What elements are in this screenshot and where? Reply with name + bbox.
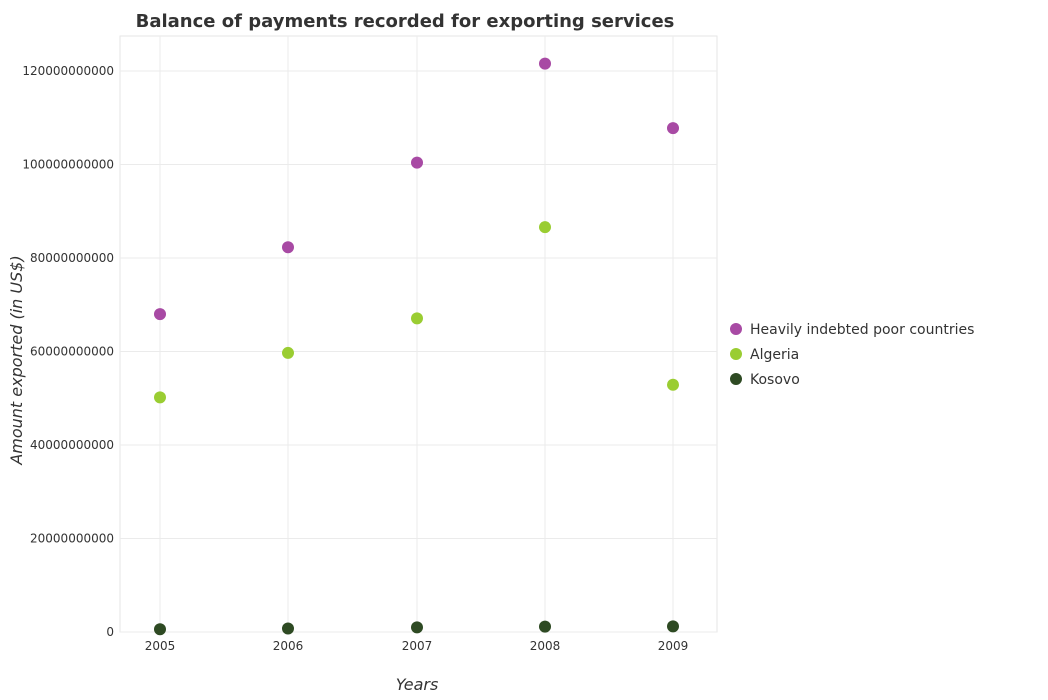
x-axis-label: Years <box>396 675 439 694</box>
legend: Heavily indebted poor countries Algeria Ko… <box>730 322 974 388</box>
y-tick-label: 60000000000 <box>30 345 114 359</box>
x-tick-label: 2005 <box>145 639 176 653</box>
x-tick-label: 2009 <box>658 639 689 653</box>
data-point <box>411 156 423 169</box>
legend-marker <box>730 373 742 385</box>
data-point <box>411 621 423 634</box>
y-tick-label: 40000000000 <box>30 438 114 452</box>
data-point <box>282 241 294 254</box>
y-axis-label: Amount exported (in US$) <box>7 255 26 465</box>
data-point <box>282 622 294 635</box>
data-point <box>539 57 551 70</box>
data-point <box>539 620 551 633</box>
legend-marker <box>730 323 742 335</box>
data-point <box>154 308 166 321</box>
data-point <box>667 378 679 391</box>
data-point <box>539 221 551 234</box>
x-tick-label: 2007 <box>402 639 433 653</box>
plot-frame <box>119 35 718 633</box>
y-tick-label: 0 <box>106 625 114 639</box>
data-point <box>667 122 679 135</box>
legend-label: Kosovo <box>750 372 800 388</box>
data-point <box>154 391 166 404</box>
y-tick-label: 80000000000 <box>30 251 114 265</box>
y-tick-label: 100000000000 <box>22 158 114 172</box>
data-point <box>154 623 166 636</box>
axes: 0 20000000000 40000000000 60000000000 800000… <box>22 64 688 653</box>
legend-label: Algeria <box>750 347 799 363</box>
data-points <box>154 57 679 636</box>
y-tick-label: 120000000000 <box>22 64 114 78</box>
data-point <box>411 312 423 325</box>
data-point <box>282 346 294 359</box>
chart-title: Balance of payments recorded for exporti… <box>136 11 675 32</box>
grid <box>119 35 718 633</box>
x-tick-label: 2008 <box>530 639 561 653</box>
y-tick-label: 20000000000 <box>30 532 114 546</box>
legend-label: Heavily indebted poor countries <box>750 322 974 338</box>
data-point <box>667 620 679 633</box>
legend-marker <box>730 348 742 360</box>
x-tick-label: 2006 <box>273 639 304 653</box>
